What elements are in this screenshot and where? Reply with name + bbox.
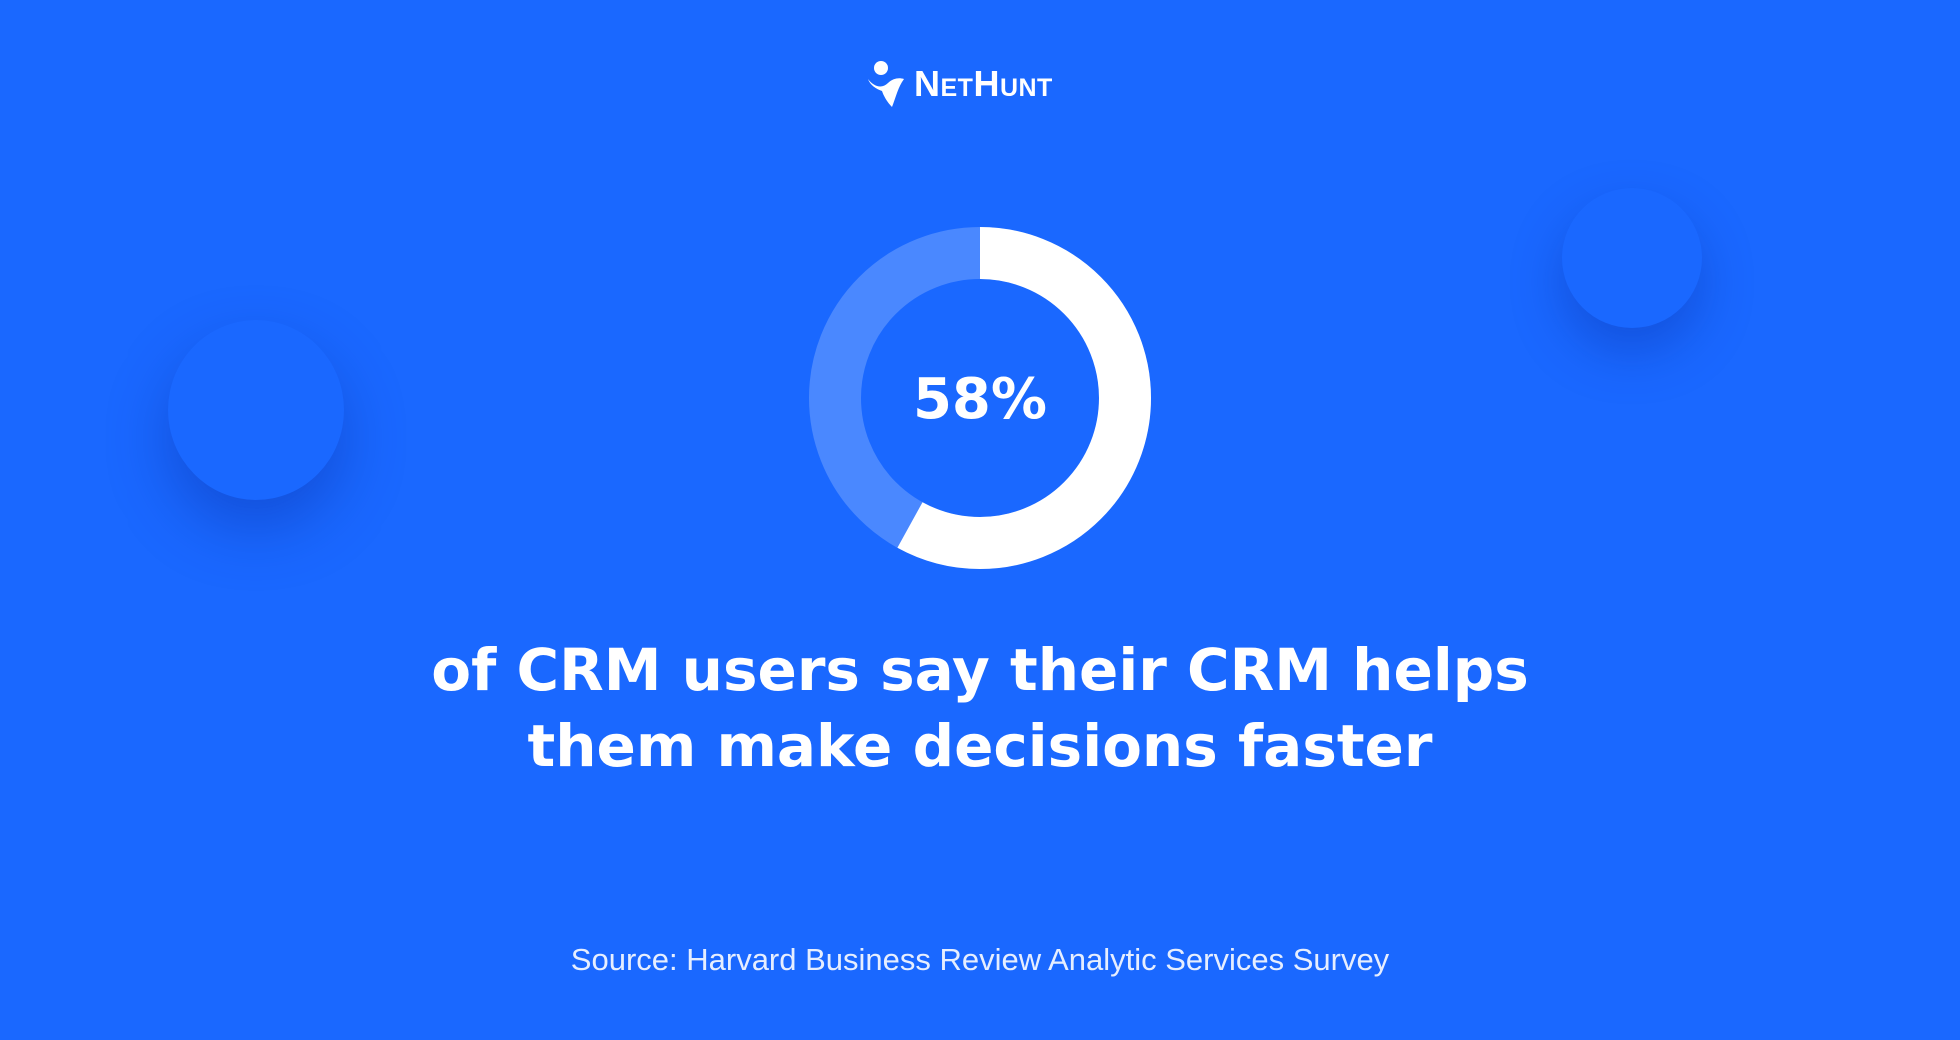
logo-wordmark: NetHunt: [914, 63, 1053, 104]
donut-chart: 58%: [809, 227, 1151, 569]
nethunt-figure-icon: [868, 61, 904, 107]
donut-fill-slice: [809, 227, 1151, 569]
donut-center-label: 58%: [913, 367, 1047, 432]
decorative-circle-right: [1562, 188, 1702, 328]
headline: of CRM users say their CRM helps them ma…: [0, 632, 1960, 784]
headline-line-2: them make decisions faster: [527, 712, 1433, 780]
source-citation: Source: Harvard Business Review Analytic…: [570, 942, 1390, 977]
headline-line-1: of CRM users say their CRM helps: [431, 636, 1529, 704]
decorative-circle-left: [168, 320, 344, 500]
nethunt-logo: NetHunt: [866, 56, 1053, 112]
